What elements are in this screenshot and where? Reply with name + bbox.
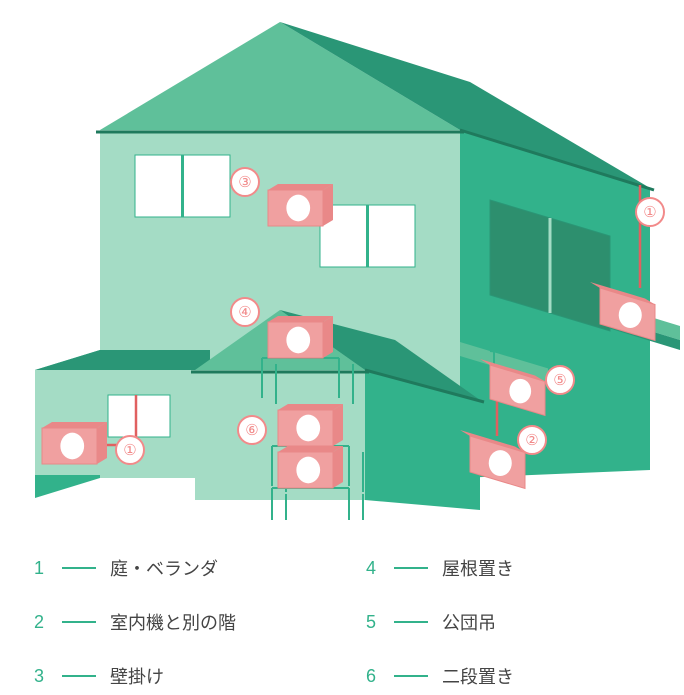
legend-dash bbox=[62, 675, 96, 677]
badge-b6: ⑥ bbox=[237, 415, 267, 445]
badge-b1a: ① bbox=[115, 435, 145, 465]
legend-dash bbox=[394, 621, 428, 623]
legend-label: 二段置き bbox=[442, 663, 514, 689]
diagram-container: ① ① ② ③ ④ ⑤ ⑥ 1 庭・ベランダ 2 室内機と別の階 3 壁掛け 4 屋根置き 5 公団吊 6 二段… bbox=[0, 0, 684, 695]
legend-label: 壁掛け bbox=[110, 663, 164, 689]
legend-number: 1 bbox=[30, 558, 48, 579]
legend-dash bbox=[62, 567, 96, 569]
legend-entry: 2 室内機と別の階 bbox=[30, 609, 322, 635]
legend-dash bbox=[394, 567, 428, 569]
badge-b1b: ① bbox=[635, 197, 665, 227]
legend-dash bbox=[62, 621, 96, 623]
legend-entry: 3 壁掛け bbox=[30, 663, 322, 689]
legend: 1 庭・ベランダ 2 室内機と別の階 3 壁掛け 4 屋根置き 5 公団吊 6 二段置き bbox=[30, 555, 654, 689]
legend-label: 室内機と別の階 bbox=[110, 609, 236, 635]
badge-b2: ② bbox=[517, 425, 547, 455]
legend-number: 3 bbox=[30, 666, 48, 687]
legend-dash bbox=[394, 675, 428, 677]
legend-number: 5 bbox=[362, 612, 380, 633]
badge-b5: ⑤ bbox=[545, 365, 575, 395]
legend-entry: 5 公団吊 bbox=[362, 609, 654, 635]
legend-label: 公団吊 bbox=[442, 609, 496, 635]
legend-entry: 4 屋根置き bbox=[362, 555, 654, 581]
legend-label: 庭・ベランダ bbox=[110, 555, 218, 581]
house-diagram bbox=[0, 0, 684, 520]
legend-label: 屋根置き bbox=[442, 555, 514, 581]
legend-col-right: 4 屋根置き 5 公団吊 6 二段置き bbox=[362, 555, 654, 689]
legend-entry: 1 庭・ベランダ bbox=[30, 555, 322, 581]
legend-number: 4 bbox=[362, 558, 380, 579]
badge-b3: ③ bbox=[230, 167, 260, 197]
legend-number: 6 bbox=[362, 666, 380, 687]
badge-b4: ④ bbox=[230, 297, 260, 327]
legend-col-left: 1 庭・ベランダ 2 室内機と別の階 3 壁掛け bbox=[30, 555, 322, 689]
legend-entry: 6 二段置き bbox=[362, 663, 654, 689]
legend-number: 2 bbox=[30, 612, 48, 633]
